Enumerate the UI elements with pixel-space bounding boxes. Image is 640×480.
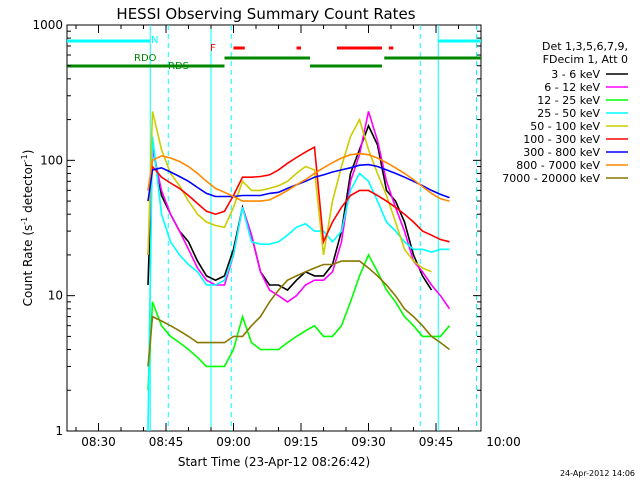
flag-label-n: N xyxy=(151,35,158,46)
x-tick-label: 09:00 xyxy=(216,435,251,449)
flag-label-rdo: RDO xyxy=(134,53,157,64)
legend-label-7000-20000-kev: 7000 - 20000 keV xyxy=(502,172,600,185)
series-line-800-7000-kev xyxy=(147,152,450,202)
series-line-25-50-kev xyxy=(147,136,450,432)
vertical-lines xyxy=(149,25,477,431)
series-line-12-25-kev xyxy=(147,253,451,391)
y-axis-ticks: 1 10 100 1000 xyxy=(32,18,481,438)
x-tick-label: 08:45 xyxy=(149,435,184,449)
y-tick-label: 1 xyxy=(55,424,63,438)
legend-label-100-300-kev: 100 - 300 keV xyxy=(523,133,600,146)
x-tick-label: 10:00 xyxy=(486,435,521,449)
flag-labels: N RDO RDS F xyxy=(134,35,216,72)
x-tick-label: 08:30 xyxy=(81,435,116,449)
flag-label-rds: RDS xyxy=(168,61,189,72)
legend-label-50-100-kev: 50 - 100 keV xyxy=(530,120,600,133)
y-tick-label: 100 xyxy=(40,153,63,167)
x-tick-label: 09:45 xyxy=(419,435,454,449)
series-line-7000-20000-kev xyxy=(147,260,450,367)
y-tick-label: 10 xyxy=(48,289,63,303)
series-lines xyxy=(147,111,451,432)
legend: Det 1,3,5,6,7,9, FDecim 1, Att 0 3 - 6 k… xyxy=(502,40,628,185)
legend-label-300-800-kev: 300 - 800 keV xyxy=(523,146,600,159)
x-tick-label: 09:15 xyxy=(284,435,319,449)
x-axis-ticks: 08:30 08:45 09:00 09:15 09:30 09:45 10:00 xyxy=(75,25,521,449)
flag-bars xyxy=(67,39,481,68)
y-tick-label: 1000 xyxy=(32,18,63,32)
timestamp: 24-Apr-2012 14:06 xyxy=(560,469,635,478)
legend-label-25-50-kev: 25 - 50 keV xyxy=(537,107,600,120)
legend-label-12-25-kev: 12 - 25 keV xyxy=(537,94,600,107)
x-axis-label: Start Time (23-Apr-12 08:26:42) xyxy=(178,455,370,469)
series-line-3-6-kev xyxy=(147,123,433,292)
series-line-50-100-kev xyxy=(147,111,432,273)
plot-frame xyxy=(66,24,482,432)
legend-label-800-7000-kev: 800 - 7000 keV xyxy=(516,159,600,172)
x-tick-label: 09:30 xyxy=(351,435,386,449)
plot-area xyxy=(66,24,482,432)
legend-label-6-12-kev: 6 - 12 keV xyxy=(544,81,600,94)
series-line-100-300-kev xyxy=(147,145,450,245)
legend-header-1: Det 1,3,5,6,7,9, xyxy=(542,40,628,53)
legend-header-2: FDecim 1, Att 0 xyxy=(543,53,628,66)
chart-title: HESSI Observing Summary Count Rates xyxy=(116,5,415,23)
series-line-6-12-kev xyxy=(147,111,451,310)
legend-label-3-6-kev: 3 - 6 keV xyxy=(551,68,600,81)
y-axis-label: Count Rate (s-1 detector-1) xyxy=(20,150,35,307)
flag-label-f: F xyxy=(210,43,216,54)
